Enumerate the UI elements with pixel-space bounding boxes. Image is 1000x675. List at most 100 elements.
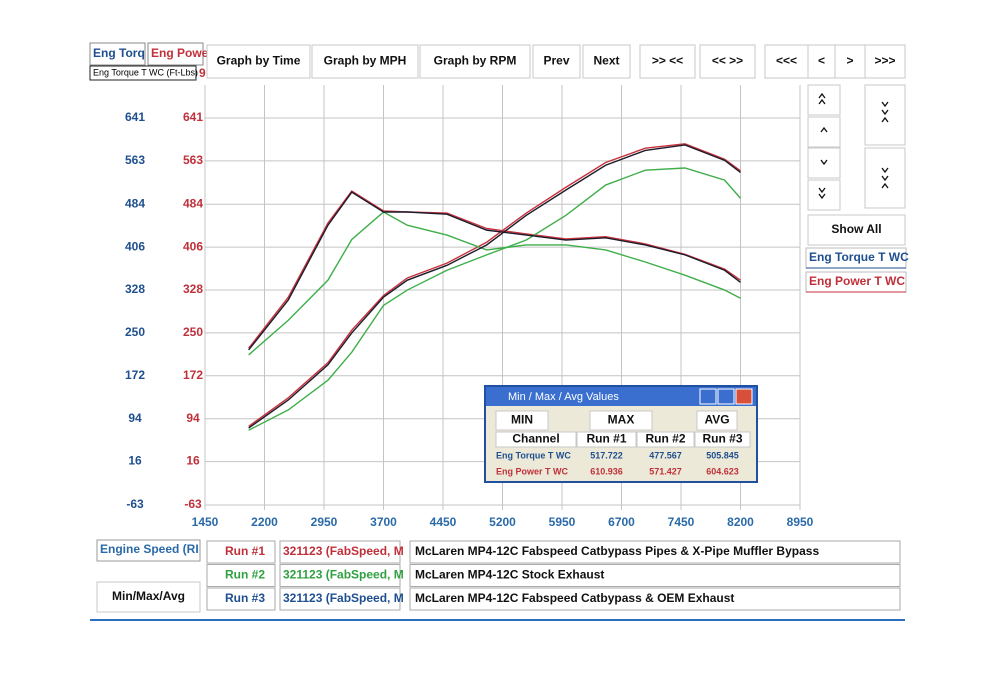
toolbar-button-label: Next (593, 54, 619, 68)
series-line (248, 190, 741, 349)
run-label: Run #1 (225, 544, 265, 558)
window-control[interactable] (717, 388, 735, 405)
y-tick-label: 172 (183, 368, 203, 382)
chevron-icon (881, 101, 889, 108)
x-tick-label: 3700 (370, 515, 397, 529)
chevron-icon (881, 109, 889, 116)
dialog-cell: 517.722 (590, 450, 623, 460)
dialog-header-label: Run #3 (702, 432, 742, 446)
run-description: McLaren MP4-12C Fabspeed Catbypass & OEM… (415, 591, 734, 605)
dialog-header-label: Run #1 (586, 432, 626, 446)
dialog-button[interactable] (696, 410, 738, 431)
run-description: McLaren MP4-12C Stock Exhaust (415, 568, 604, 582)
toolbar-button-label: Graph by RPM (434, 54, 517, 68)
series-line (248, 167, 742, 431)
toolbar-button[interactable] (834, 44, 866, 79)
dialog-button-label: MIN (511, 413, 533, 427)
dialog-header (576, 431, 637, 448)
dialog-title: Min / Max / Avg Values (508, 391, 619, 403)
toolbar-button-label: Graph by MPH (324, 54, 407, 68)
y-tick-label: -63 (126, 497, 144, 511)
toolbar-button[interactable] (582, 44, 631, 79)
scroll-button[interactable] (807, 84, 841, 116)
dialog-cell: 477.567 (649, 450, 682, 460)
y-tick-label: 16 (186, 454, 200, 468)
toolbar-button-label: Prev (543, 54, 569, 68)
dialog-cell: Eng Torque T WC (496, 450, 571, 460)
dialog-header (636, 431, 695, 448)
toolbar-button-label: >>> (874, 54, 895, 68)
dialog-cell: 505.845 (706, 450, 739, 460)
dialog-cell: 604.623 (706, 466, 739, 476)
chevron-icon (881, 175, 889, 182)
channel-label-box (89, 65, 197, 81)
toolbar-button[interactable] (532, 44, 581, 79)
toolbar-button-label: > (846, 54, 853, 68)
y-tick-label: 94 (186, 411, 200, 425)
toolbar-button[interactable] (206, 44, 311, 79)
run-id-box (279, 587, 401, 611)
y-tick-label: 406 (125, 239, 145, 253)
y-tick-label: -63 (184, 497, 202, 511)
dialog-button[interactable] (589, 410, 653, 431)
toolbar-button-label: <<< (776, 54, 797, 68)
dialog-cell: 571.427 (649, 466, 682, 476)
run-box (206, 587, 276, 611)
scroll-button[interactable] (864, 147, 906, 209)
channel-tab[interactable] (89, 42, 146, 66)
toolbar-button[interactable] (419, 44, 531, 79)
toolbar-button[interactable] (764, 44, 809, 79)
scroll-button[interactable] (807, 116, 841, 148)
chevron-icon (820, 159, 828, 166)
run-id: 321123 (FabSpeed, M (283, 591, 404, 605)
toolbar-button[interactable] (311, 44, 419, 79)
toolbar-button-label: >> << (652, 54, 683, 68)
show-all-button[interactable] (807, 214, 906, 246)
y-tick-label: 484 (183, 196, 203, 210)
run-id-box (279, 540, 401, 564)
dialog-button[interactable] (495, 410, 549, 431)
toolbar-button[interactable] (864, 44, 906, 79)
y-tick-label: 641 (125, 110, 145, 124)
chevron-icon (818, 92, 826, 99)
channel-tab-label: Eng Torq (93, 46, 145, 60)
y-tick-label: 172 (125, 368, 145, 382)
toolbar-button-label: << >> (712, 54, 743, 68)
chevron-icon (881, 167, 889, 174)
dialog-header-label: Channel (512, 432, 559, 446)
dialog-button-label: MAX (608, 413, 635, 427)
dialog-cell: Eng Power T WC (496, 466, 569, 476)
legend-label: Eng Torque T WC (809, 250, 909, 264)
dialog-header-label: Run #2 (645, 432, 685, 446)
y-tick-label: 484 (125, 196, 145, 210)
series-line (248, 191, 741, 351)
channel-tab[interactable] (147, 42, 204, 66)
x-tick-label: 7450 (668, 515, 695, 529)
y-tick-label: 16 (128, 454, 142, 468)
chevron-icon (881, 182, 889, 189)
chevron-icon (818, 98, 826, 105)
toolbar-button[interactable] (639, 44, 696, 79)
run-id: 321123 (FabSpeed, M (283, 568, 404, 582)
series-line (248, 143, 741, 427)
toolbar-button[interactable] (699, 44, 756, 79)
series-line (248, 211, 741, 356)
axis-channel: Engine Speed (RI (100, 542, 199, 556)
y-tick-label: 328 (183, 282, 203, 296)
dialog-button-label: AVG (704, 413, 729, 427)
chevron-icon (818, 187, 826, 194)
run-description: McLaren MP4-12C Fabspeed Catbypass Pipes… (415, 544, 819, 558)
legend-label: Eng Power T WC (809, 274, 905, 288)
toolbar-button[interactable] (807, 44, 836, 79)
x-tick-label: 2200 (251, 515, 278, 529)
y-tick-label: 250 (183, 325, 203, 339)
run-id-box (279, 564, 401, 587)
dialog-header (495, 431, 577, 448)
window-control[interactable] (699, 388, 717, 405)
window-control[interactable] (735, 388, 753, 405)
min-max-button[interactable] (96, 581, 201, 613)
min-max-button-label: Min/Max/Avg (112, 589, 185, 603)
y-tick-label: 641 (183, 110, 203, 124)
run-label: Run #3 (225, 591, 265, 605)
y-tick-label: 563 (183, 153, 203, 167)
